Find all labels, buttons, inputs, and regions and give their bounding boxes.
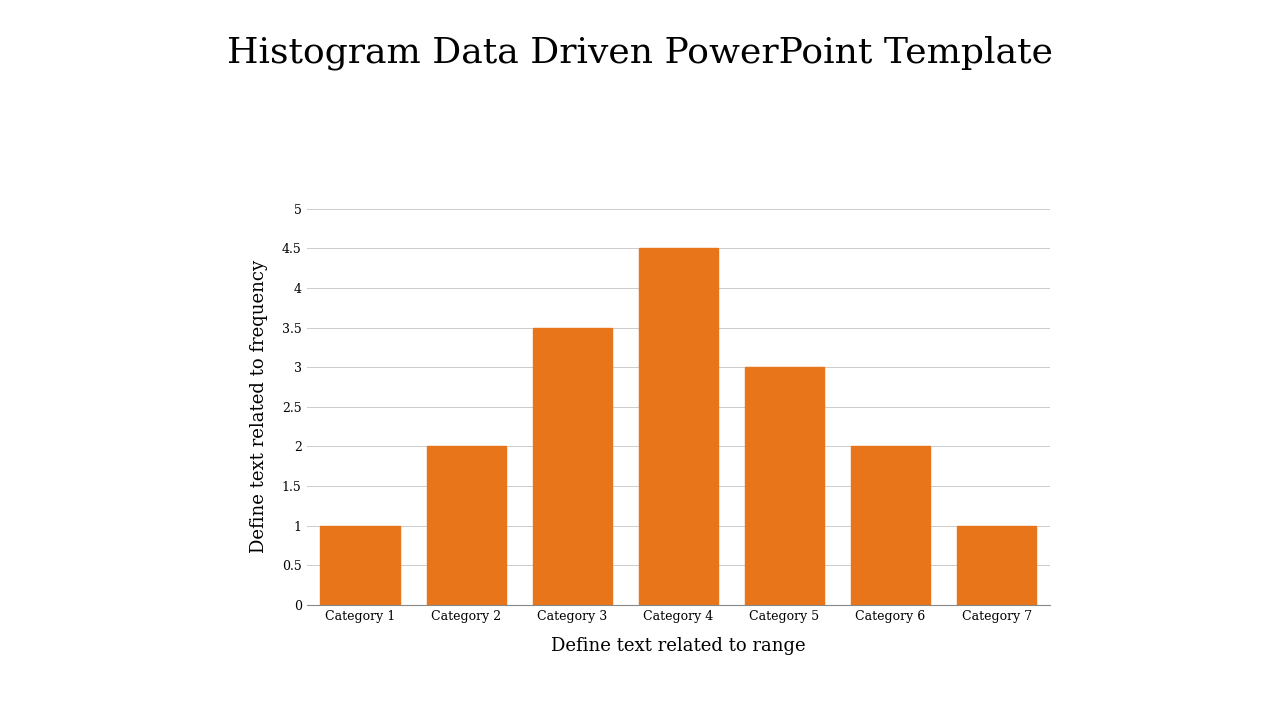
Bar [426,446,506,605]
Bar [532,328,612,605]
Bar [639,248,718,605]
Bar [956,526,1037,605]
Text: Histogram Data Driven PowerPoint Template: Histogram Data Driven PowerPoint Templat… [227,36,1053,71]
Bar [745,367,824,605]
Bar [320,526,399,605]
X-axis label: Define text related to range: Define text related to range [552,637,805,655]
Y-axis label: Define text related to frequency: Define text related to frequency [250,260,268,554]
Bar [851,446,931,605]
